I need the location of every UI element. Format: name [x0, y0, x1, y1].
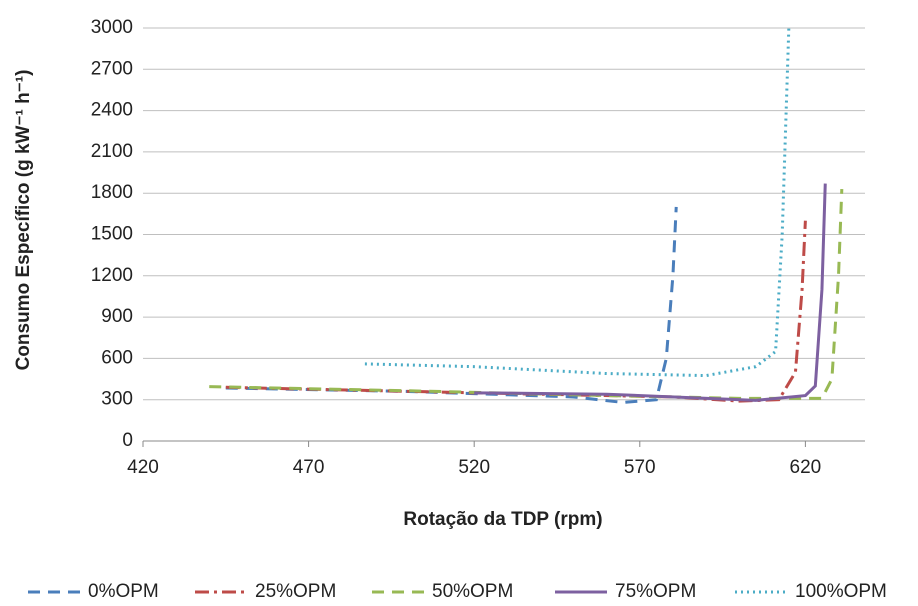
y-tick-label: 2400 [91, 100, 133, 121]
y-tick-label: 0 [122, 430, 133, 451]
legend-label: 100%OPM [795, 581, 887, 602]
y-tick-label: 2700 [91, 58, 133, 79]
line-series [225, 220, 807, 403]
y-tick-label: 1200 [91, 265, 133, 286]
y-tick-label: 600 [101, 347, 133, 368]
y-tick-label: 1800 [91, 182, 133, 203]
line-series [225, 206, 678, 404]
y-tick-label: 3000 [91, 17, 133, 38]
x-axis-title: Rotação da TDP (rpm) [403, 509, 602, 530]
line-series [364, 27, 791, 378]
x-tick-label: 420 [127, 457, 159, 478]
legend-label: 25%OPM [255, 581, 336, 602]
x-tick-label: 570 [624, 457, 656, 478]
y-axis-title: Consumo Específico (g kW⁻¹ h⁻¹) [13, 70, 34, 371]
y-tick-label: 300 [101, 389, 133, 410]
y-tick-label: 900 [101, 306, 133, 327]
x-tick-label: 620 [790, 457, 822, 478]
line-series [474, 183, 827, 402]
y-tick-label: 2100 [91, 141, 133, 162]
line-series [209, 189, 844, 400]
x-tick-label: 520 [458, 457, 490, 478]
y-tick-label: 1500 [91, 224, 133, 245]
legend-label: 75%OPM [615, 581, 696, 602]
legend-label: 0%OPM [88, 581, 159, 602]
x-tick-label: 470 [293, 457, 325, 478]
legend-label: 50%OPM [432, 581, 513, 602]
